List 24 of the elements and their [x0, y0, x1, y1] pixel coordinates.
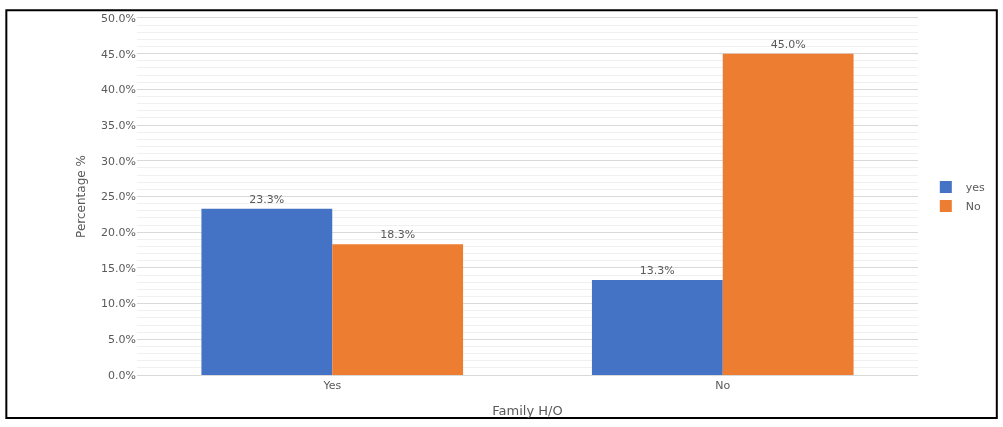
legend-label: No — [965, 200, 982, 214]
data-label: 18.3% — [380, 228, 416, 242]
bar — [201, 208, 333, 375]
data-label: 23.3% — [249, 192, 285, 206]
y-tick-label: 0.0% — [108, 368, 136, 382]
x-axis-title: Family H/O — [492, 402, 563, 418]
bar — [722, 53, 854, 375]
y-tick-label: 30.0% — [101, 154, 136, 168]
y-tick-label: 35.0% — [101, 118, 136, 132]
y-tick-label: 5.0% — [108, 333, 136, 347]
y-tick-label: 45.0% — [101, 47, 136, 61]
bar — [591, 280, 723, 375]
y-tick-label: 15.0% — [101, 261, 136, 275]
data-label: 45.0% — [770, 37, 806, 51]
bar — [332, 244, 464, 375]
legend-label: yes — [965, 181, 986, 195]
data-label: 13.3% — [639, 264, 675, 278]
y-tick-label: 40.0% — [101, 83, 136, 97]
y-tick-label: 20.0% — [101, 226, 136, 240]
y-tick-label: 25.0% — [101, 190, 136, 204]
y-axis-title: Percentage % — [74, 155, 89, 238]
y-tick-label: 10.0% — [101, 297, 136, 311]
x-tick-label: Yes — [322, 379, 342, 393]
y-tick-label: 50.0% — [101, 11, 136, 25]
